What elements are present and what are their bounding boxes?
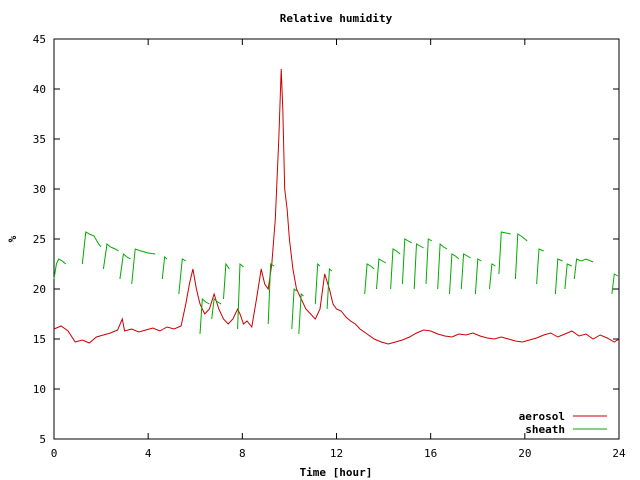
x-tick-label: 16 (424, 447, 437, 460)
series-line-sheath (460, 253, 471, 290)
x-tick-label: 0 (51, 447, 58, 460)
series-line-sheath (498, 231, 511, 275)
series-line-sheath (390, 248, 401, 290)
series-line-sheath (326, 267, 333, 310)
series-line-sheath (536, 248, 544, 285)
series-line-sheath (573, 258, 594, 280)
series-line-sheath (102, 243, 119, 270)
y-tick-label: 30 (33, 183, 46, 196)
y-tick-label: 35 (33, 133, 46, 146)
series-line-sheath (376, 258, 387, 290)
series-layer (53, 68, 620, 345)
legend: aerosol sheath (519, 410, 607, 436)
series-line-sheath (489, 263, 496, 290)
series-line-sheath (514, 233, 528, 280)
plot-area-frame (53, 38, 620, 440)
y-tick-label: 20 (33, 283, 46, 296)
x-tick-label: 24 (612, 447, 626, 460)
x-tick-label: 12 (330, 447, 343, 460)
series-line-sheath (425, 238, 433, 285)
series-line-sheath (211, 298, 222, 320)
y-axis-label: % (6, 235, 19, 242)
legend-label-aerosol: aerosol (519, 410, 565, 423)
legend-label-sheath: sheath (525, 423, 565, 436)
y-tick-label: 15 (33, 333, 46, 346)
series-line-sheath (611, 273, 619, 295)
series-line-sheath (119, 253, 131, 280)
series-line-sheath (131, 248, 156, 285)
y-tick-label: 25 (33, 233, 46, 246)
x-tick-label: 20 (518, 447, 531, 460)
series-line-sheath (437, 242, 448, 290)
series-line-sheath (401, 238, 413, 285)
series-line-sheath (449, 253, 460, 295)
chart-title: Relative humidity (280, 12, 393, 25)
y-tick-label: 5 (39, 433, 46, 446)
y-tick-label: 10 (33, 383, 46, 396)
series-line-sheath (81, 231, 102, 265)
series-line-sheath (564, 263, 573, 290)
y-tick-label: 45 (33, 33, 46, 46)
series-line-sheath (237, 262, 244, 330)
series-line-sheath (199, 297, 210, 335)
series-line-sheath (267, 263, 275, 325)
series-line-aerosol (53, 68, 620, 345)
series-line-sheath (291, 287, 297, 330)
series-line-sheath (161, 256, 168, 280)
y-tick-label: 40 (33, 83, 46, 96)
x-axis-label: Time [hour] (300, 466, 373, 479)
axes: 0 4 8 12 16 20 24 5 10 15 20 25 30 35 40 45 (33, 33, 626, 460)
series-line-sheath (298, 292, 304, 335)
series-line-sheath (554, 258, 563, 295)
series-line-sheath (223, 262, 230, 300)
x-tick-label: 4 (145, 447, 152, 460)
series-line-sheath (364, 263, 375, 295)
series-line-sheath (474, 258, 482, 295)
series-line-sheath (314, 262, 321, 305)
series-line-sheath (178, 258, 187, 295)
series-line-sheath (413, 243, 424, 290)
series-line-sheath (53, 258, 67, 280)
x-tick-label: 8 (239, 447, 246, 460)
